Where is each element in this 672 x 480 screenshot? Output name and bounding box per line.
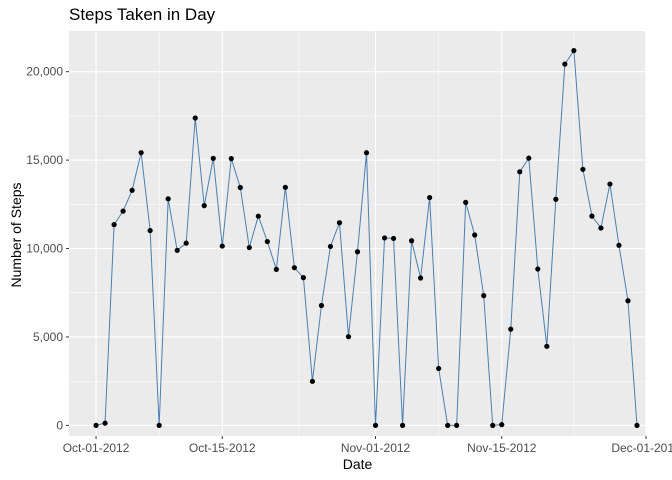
data-point bbox=[535, 266, 541, 272]
x-tick-label: Oct-15-2012 bbox=[189, 441, 256, 455]
data-point bbox=[201, 203, 207, 209]
data-point bbox=[291, 265, 297, 271]
data-point bbox=[174, 247, 180, 253]
y-tick-label: 10,000 bbox=[26, 242, 63, 256]
data-point bbox=[165, 196, 171, 202]
chart-title: Steps Taken in Day bbox=[69, 5, 216, 24]
data-point bbox=[219, 243, 225, 249]
data-point bbox=[517, 169, 523, 175]
data-point bbox=[237, 184, 243, 191]
data-point bbox=[625, 298, 631, 304]
data-point bbox=[192, 115, 198, 121]
data-point bbox=[390, 235, 397, 242]
data-point bbox=[408, 238, 415, 244]
tick-labels: 0 5,000 10,000 15,000 20,000 Oct-01-2012 Oct-1… bbox=[26, 65, 672, 455]
data-point bbox=[120, 208, 126, 214]
data-point bbox=[309, 378, 316, 384]
data-point bbox=[454, 422, 460, 428]
y-tick-label: 5,000 bbox=[33, 330, 63, 344]
data-point bbox=[472, 232, 478, 238]
data-point bbox=[273, 266, 279, 272]
data-point bbox=[345, 334, 352, 340]
data-point bbox=[255, 213, 261, 219]
data-point bbox=[300, 275, 307, 281]
y-tick-label: 15,000 bbox=[26, 153, 63, 167]
x-tick-label: Nov-15-2012 bbox=[467, 441, 537, 455]
data-point bbox=[336, 220, 343, 226]
data-point bbox=[589, 213, 595, 219]
data-point bbox=[372, 422, 379, 428]
data-point bbox=[282, 184, 288, 190]
data-point bbox=[264, 238, 270, 245]
data-point bbox=[381, 235, 388, 241]
data-point bbox=[598, 225, 604, 231]
data-point bbox=[354, 249, 361, 255]
data-point bbox=[427, 194, 433, 201]
data-point bbox=[544, 343, 550, 349]
data-point bbox=[634, 422, 640, 428]
x-tick-label: Oct-01-2012 bbox=[63, 441, 130, 455]
axis-ticks bbox=[66, 71, 647, 439]
data-point bbox=[580, 166, 586, 172]
data-point bbox=[246, 244, 252, 251]
y-tick-label: 0 bbox=[56, 418, 63, 432]
data-point bbox=[616, 242, 622, 248]
data-point bbox=[318, 302, 325, 309]
x-tick-label: Dec-01-2012 bbox=[611, 441, 672, 455]
y-tick-label: 20,000 bbox=[26, 65, 63, 79]
data-point bbox=[228, 156, 234, 162]
data-point bbox=[607, 181, 613, 187]
data-point bbox=[418, 275, 424, 281]
data-point bbox=[102, 420, 108, 426]
data-point bbox=[481, 293, 487, 299]
data-point bbox=[436, 365, 442, 372]
data-point bbox=[129, 187, 135, 193]
data-point bbox=[445, 422, 451, 428]
data-points bbox=[93, 47, 640, 428]
data-point bbox=[138, 150, 144, 156]
data-point bbox=[526, 155, 532, 161]
data-point bbox=[327, 243, 334, 250]
data-point bbox=[553, 196, 559, 202]
plot-panel bbox=[69, 31, 646, 436]
data-point bbox=[156, 422, 162, 428]
data-point bbox=[210, 155, 216, 161]
data-point bbox=[363, 150, 370, 156]
data-point bbox=[490, 422, 496, 428]
x-tick-label: Nov-01-2012 bbox=[341, 441, 411, 455]
data-point bbox=[147, 227, 153, 234]
data-point bbox=[499, 422, 505, 428]
data-point bbox=[93, 422, 99, 428]
data-point bbox=[571, 47, 577, 54]
data-point bbox=[111, 222, 117, 228]
x-axis-label: Date bbox=[342, 456, 373, 472]
data-point bbox=[399, 422, 406, 428]
data-point bbox=[508, 326, 514, 332]
data-point bbox=[562, 61, 568, 67]
data-point bbox=[463, 199, 469, 206]
data-point bbox=[183, 240, 189, 246]
